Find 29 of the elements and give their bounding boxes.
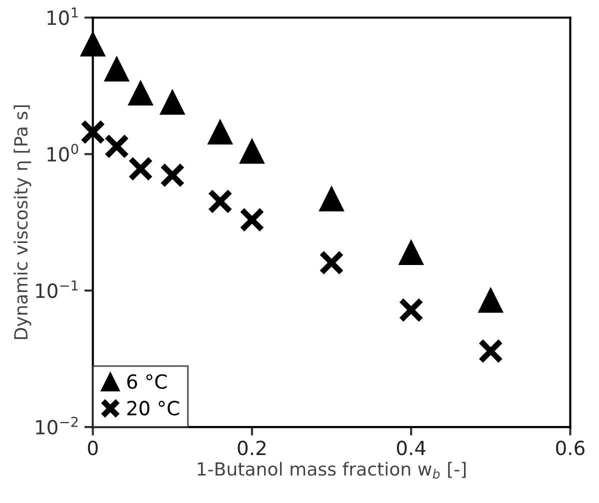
legend-label: 20 °C [127, 400, 180, 416]
point [128, 80, 154, 106]
x-tick-label: 0.2 [238, 440, 266, 456]
x-tick-label: 0.6 [556, 440, 584, 456]
y-tick-label: 10$^{1}$ [48, 7, 78, 26]
legend-label: 6 °C [127, 374, 167, 389]
point [104, 56, 130, 82]
point [80, 120, 106, 145]
y-tick-label: 10$^{−1}$ [36, 280, 78, 298]
y-tick-label: 10$^{−2}$ [36, 416, 78, 435]
point [160, 162, 185, 188]
point [478, 288, 504, 313]
point [208, 188, 233, 214]
point [208, 120, 233, 145]
point [319, 250, 344, 276]
point [104, 134, 130, 159]
point [398, 298, 424, 323]
point [239, 207, 264, 232]
point [160, 90, 185, 115]
y-axis-title: Dynamic viscosity η [Pa s] [14, 105, 32, 340]
x-tick-label: 0.4 [396, 440, 426, 456]
point [128, 156, 154, 182]
point [319, 186, 344, 212]
x-axis-title: 1-Butanol mass fraction w$_{b}$ [-] [198, 462, 466, 479]
point [478, 338, 504, 364]
point [398, 240, 424, 266]
y-tick-label: 10$^{0}$ [48, 144, 78, 162]
x-tick-label: 0 [88, 440, 98, 456]
point [239, 138, 264, 164]
